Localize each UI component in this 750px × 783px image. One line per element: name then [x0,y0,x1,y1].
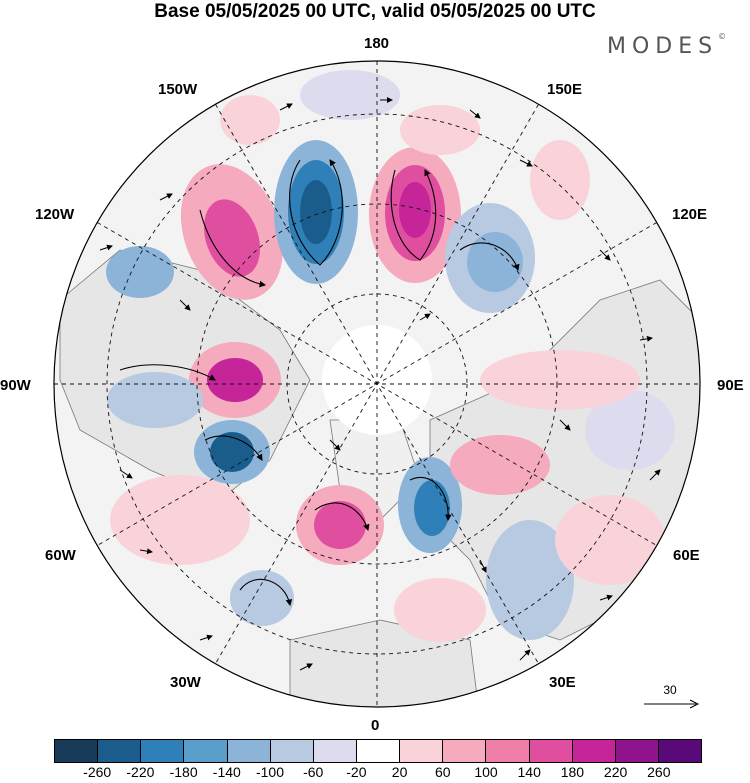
label-lon-180: 180 [364,35,390,52]
anomaly-negative [300,180,332,244]
label-lon-30e: 30E [549,674,576,691]
anomaly-negative [230,570,294,626]
label-lon-120w: 120W [35,206,75,223]
colorbar-tick-label: -180 [169,764,198,780]
anomaly-positive [530,140,590,220]
anomaly-positive [220,95,280,145]
colorbar-tick-label: -20 [346,764,367,780]
colorbar-tick-label: 180 [560,764,585,780]
label-lon-60w: 60W [45,547,76,564]
anomaly-positive [314,501,366,549]
colorbar-tick-label: -260 [83,764,112,780]
anomaly-negative [106,246,174,298]
map-border [53,60,701,708]
chart-title: Base 05/05/2025 00 UTC, valid 05/05/2025… [154,1,596,22]
label-lon-90e: 90E [717,377,744,394]
label-lon-120e: 120E [672,206,708,223]
colorbar-tick-label: -100 [255,764,285,780]
colorbar-swatch [443,740,487,762]
colorbar-tick-label: -140 [212,764,241,780]
label-lon-0: 0 [371,717,380,734]
colorbar-tick-label: 60 [435,764,451,780]
anomaly-positive [110,475,250,565]
label-lon-90w: 90W [0,377,31,394]
colorbar-tick-label: -220 [126,764,155,780]
colorbar-swatch [55,740,99,762]
colorbar-tick-label: 220 [603,764,628,780]
colorbar-swatch [658,740,702,762]
label-lon-150e: 150E [547,81,583,98]
anomaly-positive [203,199,261,277]
colorbar-ticks: -260 -220 -180 -140 -100 -60 -20 20 60 100 140 180 2… [54,764,702,782]
colorbar-swatch [184,740,228,762]
wind-vectors [99,97,661,671]
anomaly-negative [414,480,450,536]
anomaly-positive [400,105,480,155]
colorbar-swatch [141,740,185,762]
anomaly-positive [450,435,550,495]
colorbar-swatch [270,740,314,762]
anomaly-negative [467,232,523,292]
colorbar-tick-label: 20 [391,764,408,780]
colorbar-swatch [572,740,616,762]
colorbar-tick-label: -60 [303,764,324,780]
colorbar-swatch [615,740,659,762]
reference-vector: 30 [640,683,702,715]
colorbar-swatch [486,740,530,762]
modes-logo: MODES© [607,32,727,59]
colorbar-swatch [400,740,444,762]
anomaly-negative [585,390,675,470]
colorbar-swatch [529,740,573,762]
reference-arrow-icon [644,699,700,709]
colorbar-swatch [313,740,357,762]
label-lon-30w: 30W [170,674,201,691]
colorbar-swatch [356,740,401,762]
anomaly-positive [480,350,640,410]
streamlines [119,159,520,607]
polar-cap [322,325,432,435]
colorbar-tick-label: 140 [517,764,541,780]
anomaly-negative [107,372,203,428]
anomaly-positive [399,182,431,238]
anomaly-positive [555,495,665,585]
reference-vector-label: 30 [663,683,677,697]
anomaly-positive [394,578,486,642]
colorbar-tick-label: 260 [647,764,671,780]
anomaly-negative [300,70,400,120]
label-lon-60e: 60E [673,547,700,564]
graticule [54,61,700,707]
colorbar-swatch [98,740,142,762]
colorbar-swatch [227,740,271,762]
label-lon-150w: 150W [158,81,198,98]
colorbar-tick-label: 100 [474,764,498,780]
anomaly-positive [207,358,263,402]
colorbar [54,739,702,763]
